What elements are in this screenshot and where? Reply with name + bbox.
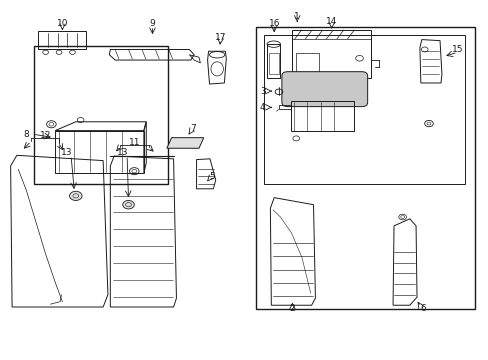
Text: 4: 4 [259, 103, 265, 112]
Circle shape [122, 201, 134, 209]
Text: 15: 15 [451, 45, 463, 54]
Text: 1: 1 [294, 12, 300, 21]
Text: 17: 17 [214, 33, 226, 42]
Polygon shape [166, 138, 203, 148]
Text: 10: 10 [57, 19, 68, 28]
Text: 6: 6 [419, 304, 425, 313]
Text: 14: 14 [325, 17, 337, 26]
Text: 13: 13 [116, 148, 128, 157]
Text: 11: 11 [128, 138, 140, 147]
Text: 5: 5 [209, 172, 215, 181]
Bar [292, 30, 371, 78]
Bar [268, 53, 278, 74]
Text: 9: 9 [149, 19, 155, 28]
Bar [266, 44, 280, 78]
Bar [256, 27, 473, 309]
Text: 2: 2 [289, 304, 295, 313]
Text: 3: 3 [259, 87, 265, 96]
Bar [296, 53, 319, 74]
Circle shape [69, 191, 82, 201]
Bar [291, 101, 353, 131]
Text: 12: 12 [40, 131, 51, 140]
Bar [39, 31, 86, 49]
Text: 8: 8 [23, 130, 29, 139]
Bar [34, 46, 167, 184]
Bar [263, 35, 464, 184]
FancyBboxPatch shape [281, 72, 367, 107]
Text: 13: 13 [61, 148, 73, 157]
Bar [278, 105, 290, 109]
Text: 7: 7 [190, 124, 196, 133]
Bar [55, 131, 143, 173]
Text: 16: 16 [268, 18, 280, 27]
